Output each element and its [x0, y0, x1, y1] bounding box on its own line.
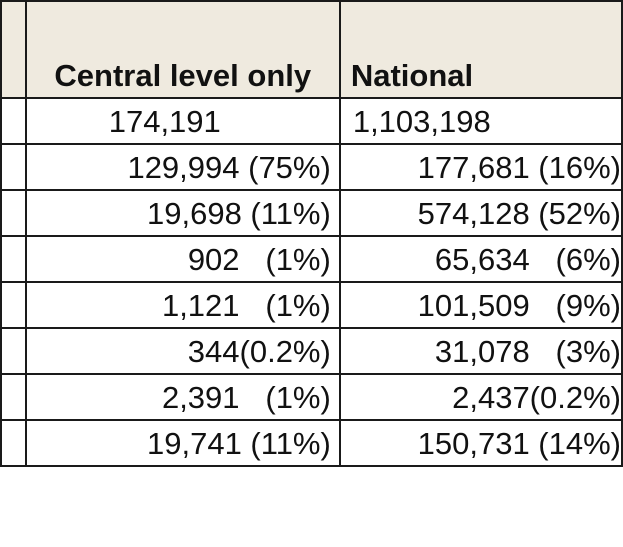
central-value: 129,994 (75%) — [24, 143, 341, 191]
row-label-cell — [0, 419, 27, 467]
header-category — [0, 0, 27, 99]
row-label-cell — [0, 189, 27, 237]
national-value: 150,731 (14%) — [338, 419, 623, 467]
row-label-cell — [0, 97, 27, 145]
central-value: 902 (1%) — [24, 235, 341, 283]
table-row: 1,121 (1%) 101,509 (9%) — [0, 281, 623, 329]
table-row: 902 (1%) 65,634 (6%) — [0, 235, 623, 283]
national-value: 65,634 (6%) — [338, 235, 623, 283]
national-value: 1,103,198 — [338, 97, 623, 145]
national-value: 2,437(0.2%) — [338, 373, 623, 421]
row-label-cell — [0, 281, 27, 329]
row-label-cell — [0, 373, 27, 421]
table-row: 129,994 (75%) 177,681 (16%) — [0, 143, 623, 191]
table-row: 344(0.2%) 31,078 (3%) — [0, 327, 623, 375]
header-national: National — [338, 0, 623, 99]
central-value: 2,391 (1%) — [24, 373, 341, 421]
central-value: 1,121 (1%) — [24, 281, 341, 329]
central-value: 344(0.2%) — [24, 327, 341, 375]
national-value: 177,681 (16%) — [338, 143, 623, 191]
central-value: 19,698 (11%) — [24, 189, 341, 237]
table-row: 19,741 (11%) 150,731 (14%) — [0, 419, 623, 467]
table-row: 2,391 (1%) 2,437(0.2%) — [0, 373, 623, 421]
central-value: 19,741 (11%) — [24, 419, 341, 467]
data-table: Central level only National 174,191 1,10… — [0, 0, 623, 467]
table-row: 19,698 (11%) 574,128 (52%) — [0, 189, 623, 237]
table-row: 174,191 1,103,198 — [0, 97, 623, 145]
row-label-cell — [0, 327, 27, 375]
header-central-level: Central level only — [24, 0, 341, 99]
central-value: 174,191 — [24, 97, 341, 145]
national-value: 574,128 (52%) — [338, 189, 623, 237]
row-label-cell — [0, 235, 27, 283]
national-value: 101,509 (9%) — [338, 281, 623, 329]
header-row: Central level only National — [0, 0, 623, 99]
row-label-cell — [0, 143, 27, 191]
national-value: 31,078 (3%) — [338, 327, 623, 375]
